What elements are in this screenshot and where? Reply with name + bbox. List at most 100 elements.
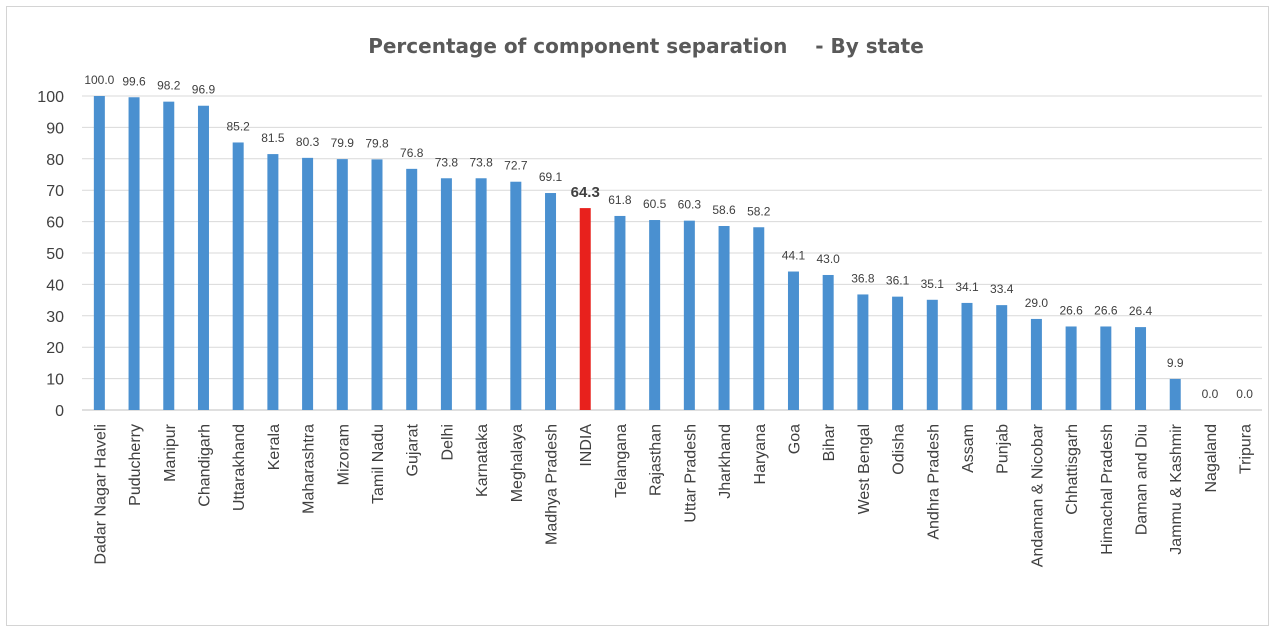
- data-label: 72.7: [504, 159, 528, 173]
- data-label: 98.2: [157, 79, 181, 93]
- data-label: 35.1: [921, 277, 945, 291]
- x-tick-label: Karnataka: [474, 424, 491, 497]
- data-label: 33.4: [990, 282, 1014, 296]
- x-tick-label: Kerala: [266, 424, 283, 470]
- data-label: 9.9: [1167, 356, 1184, 370]
- x-tick-label: Rajasthan: [648, 424, 665, 496]
- bar: [267, 154, 279, 410]
- data-label: 73.8: [469, 155, 493, 169]
- y-tick-label: 10: [46, 372, 64, 389]
- data-label: 73.8: [435, 155, 459, 169]
- bar: [1169, 378, 1181, 410]
- bar: [128, 97, 140, 411]
- data-label: 64.3: [571, 184, 600, 201]
- bar: [649, 220, 661, 410]
- x-tick-label: West Bengal: [856, 424, 873, 514]
- data-label: 26.6: [1059, 303, 1083, 317]
- x-tick-label: Dadar Nagar Haveli: [92, 424, 109, 565]
- x-tick-label: Delhi: [439, 424, 456, 460]
- data-label: 43.0: [816, 252, 840, 266]
- x-tick-label: Puducherry: [127, 424, 144, 506]
- data-label: 60.3: [678, 198, 702, 212]
- bar: [996, 305, 1008, 410]
- x-tick-label: Goa: [786, 424, 803, 454]
- bar: [510, 181, 522, 410]
- y-tick-label: 100: [37, 89, 64, 106]
- data-label: 34.1: [955, 280, 979, 294]
- bar: [475, 178, 487, 410]
- bar: [1030, 318, 1042, 410]
- x-tick-label: Jammu & Kashmir: [1168, 423, 1185, 554]
- x-tick-label: INDIA: [578, 424, 595, 467]
- data-labels: 100.0 99.6 98.2 96.9 85.2 81.5 80.3 79.9 79.8 76.…: [84, 73, 1253, 401]
- x-tick-label: Uttarakhand: [231, 424, 248, 511]
- x-tick-label: Maharashtra: [301, 424, 318, 514]
- x-tick-label: Himachal Pradesh: [1099, 424, 1116, 555]
- data-label: 36.8: [851, 271, 875, 285]
- y-tick-label: 40: [46, 277, 64, 294]
- y-tick-label: 50: [46, 246, 64, 263]
- x-tick-label: Punjab: [995, 424, 1012, 474]
- y-tick-label: 80: [46, 152, 64, 169]
- bar: [822, 274, 834, 410]
- bar: [1135, 327, 1147, 410]
- bar: [232, 142, 244, 411]
- x-tick-label: Mizoram: [335, 424, 352, 485]
- x-tick-label: Meghalaya: [509, 424, 526, 502]
- bar: [163, 101, 175, 410]
- y-axis: 0 10 20 30 40 50 60 70 80 90 100: [37, 89, 64, 420]
- data-label: 80.3: [296, 135, 320, 149]
- data-label: 76.8: [400, 146, 424, 160]
- data-label: 99.6: [122, 74, 146, 88]
- y-tick-label: 30: [46, 309, 64, 326]
- y-tick-label: 0: [55, 403, 64, 420]
- data-label: 26.4: [1129, 304, 1153, 318]
- x-tick-label: Bihar: [821, 423, 838, 461]
- bar: [961, 302, 973, 410]
- data-label: 96.9: [192, 83, 216, 97]
- bar: [545, 193, 557, 410]
- data-label: 79.9: [331, 136, 355, 150]
- x-tick-label: Chandigarh: [196, 424, 213, 507]
- chart-title: Percentage of component separation - By …: [368, 34, 924, 58]
- x-tick-label: Haryana: [752, 424, 769, 485]
- x-tick-label: Chhattisgarh: [1064, 424, 1081, 515]
- data-label: 61.8: [608, 193, 632, 207]
- x-tick-label: Tripura: [1238, 424, 1255, 474]
- x-tick-label: Andaman & Nicobar: [1029, 423, 1046, 567]
- bar: [93, 96, 105, 410]
- bar: [683, 220, 695, 410]
- x-tick-label: Jharkhand: [717, 424, 734, 499]
- data-label: 0.0: [1202, 387, 1219, 401]
- bar: [718, 225, 730, 410]
- bar: [614, 215, 626, 410]
- bar: [336, 159, 348, 410]
- bar: [1100, 326, 1112, 410]
- x-tick-label: Nagaland: [1203, 424, 1220, 493]
- data-label: 81.5: [261, 131, 285, 145]
- bars: [93, 96, 1181, 411]
- bar: [1065, 326, 1077, 410]
- bar: [371, 159, 383, 410]
- data-label: 79.8: [365, 136, 389, 150]
- data-label: 69.1: [539, 170, 563, 184]
- gridlines: [82, 95, 1262, 411]
- data-label: 0.0: [1236, 387, 1253, 401]
- x-tick-label: Telangana: [613, 424, 630, 498]
- x-axis: Dadar Nagar Haveli Puducherry Manipur Chand…: [92, 423, 1254, 567]
- x-tick-label: Gujarat: [405, 423, 422, 476]
- x-tick-label: Daman and Diu: [1134, 424, 1151, 535]
- x-tick-label: Andhra Pradesh: [925, 424, 942, 540]
- bar: [302, 157, 314, 410]
- y-tick-label: 70: [46, 183, 64, 200]
- data-label: 36.1: [886, 274, 910, 288]
- x-tick-label: Odisha: [891, 424, 908, 475]
- data-label: 100.0: [84, 73, 114, 87]
- data-label: 58.6: [712, 203, 736, 217]
- data-label: 26.6: [1094, 303, 1118, 317]
- bar: [787, 271, 799, 410]
- bar: [926, 299, 938, 410]
- data-label: 58.2: [747, 204, 771, 218]
- y-tick-label: 90: [46, 120, 64, 137]
